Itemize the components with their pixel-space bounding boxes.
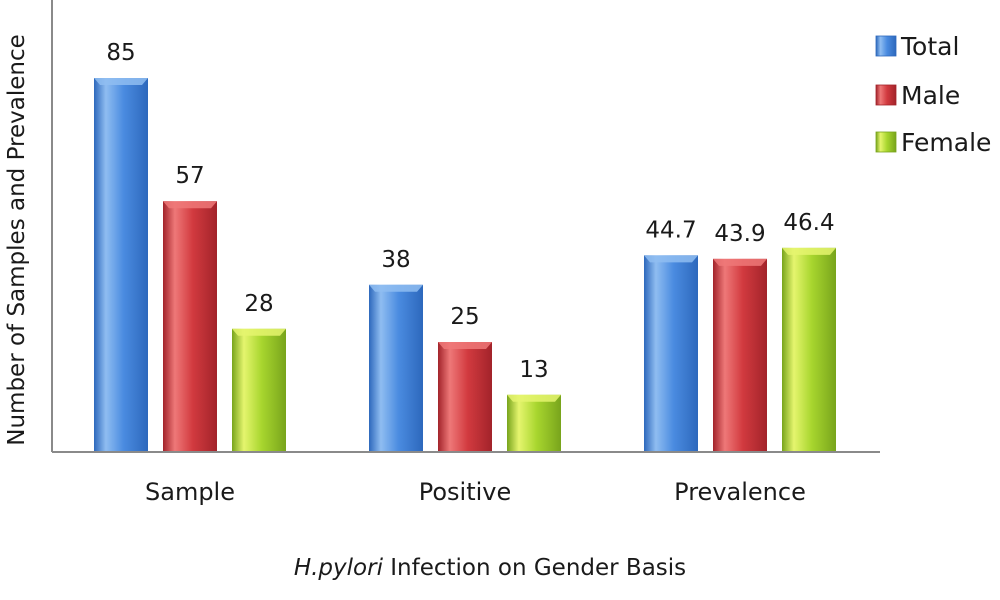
x-tick-sample: Sample (145, 478, 235, 506)
legend-item-male: Male (875, 81, 960, 110)
bar-cap-total-prevalence (644, 255, 698, 263)
legend-label-female: Female (901, 128, 991, 157)
value-label-total-sample: 85 (106, 40, 135, 66)
value-labels: 85 57 28 38 25 13 44.7 43.9 46.4 (106, 40, 834, 383)
x-tick-labels: Sample Positive Prevalence (145, 478, 806, 506)
bar-cap-male-positive (438, 342, 492, 349)
value-label-total-positive: 38 (381, 247, 410, 273)
bar-male-prevalence (713, 258, 767, 452)
legend: Total Male Female (875, 32, 991, 157)
bar-female-positive (507, 394, 561, 452)
bar-total-sample (94, 78, 148, 452)
bar-total-prevalence (644, 255, 698, 452)
bar-cap-female-prevalence (782, 247, 836, 255)
x-axis-title: H.pylori Infection on Gender Basis (294, 555, 686, 581)
x-axis-title-rest: Infection on Gender Basis (383, 555, 686, 581)
legend-item-total: Total (875, 32, 959, 61)
legend-item-female: Female (875, 128, 991, 157)
bars (94, 78, 836, 452)
value-label-male-sample: 57 (175, 163, 204, 189)
bar-female-prevalence (782, 247, 836, 452)
bar-cap-male-prevalence (713, 258, 767, 266)
x-axis-title-italic: H.pylori (294, 555, 384, 581)
legend-label-male: Male (901, 81, 960, 110)
x-tick-prevalence: Prevalence (674, 478, 806, 506)
value-label-female-prevalence: 46.4 (783, 210, 834, 236)
legend-swatch-total (875, 35, 897, 57)
value-label-total-prevalence: 44.7 (645, 217, 696, 243)
bar-cap-female-positive (507, 394, 561, 402)
value-label-male-positive: 25 (450, 304, 479, 330)
y-axis-title: Number of Samples and Prevalence (4, 34, 30, 445)
legend-label-total: Total (900, 32, 959, 61)
bar-male-positive (438, 342, 492, 452)
bar-total-positive (369, 284, 423, 452)
bar-cap-female-sample (232, 328, 286, 336)
bar-cap-male-sample (163, 201, 217, 209)
x-tick-positive: Positive (419, 478, 512, 506)
bar-male-sample (163, 201, 217, 452)
value-label-male-prevalence: 43.9 (714, 221, 765, 247)
bar-cap-total-positive (369, 284, 423, 292)
legend-swatch-female (875, 131, 897, 153)
bar-female-sample (232, 328, 286, 452)
legend-swatch-male (875, 84, 897, 106)
bar-cap-total-sample (94, 78, 148, 85)
value-label-female-sample: 28 (244, 291, 273, 317)
value-label-female-positive: 13 (519, 357, 548, 383)
